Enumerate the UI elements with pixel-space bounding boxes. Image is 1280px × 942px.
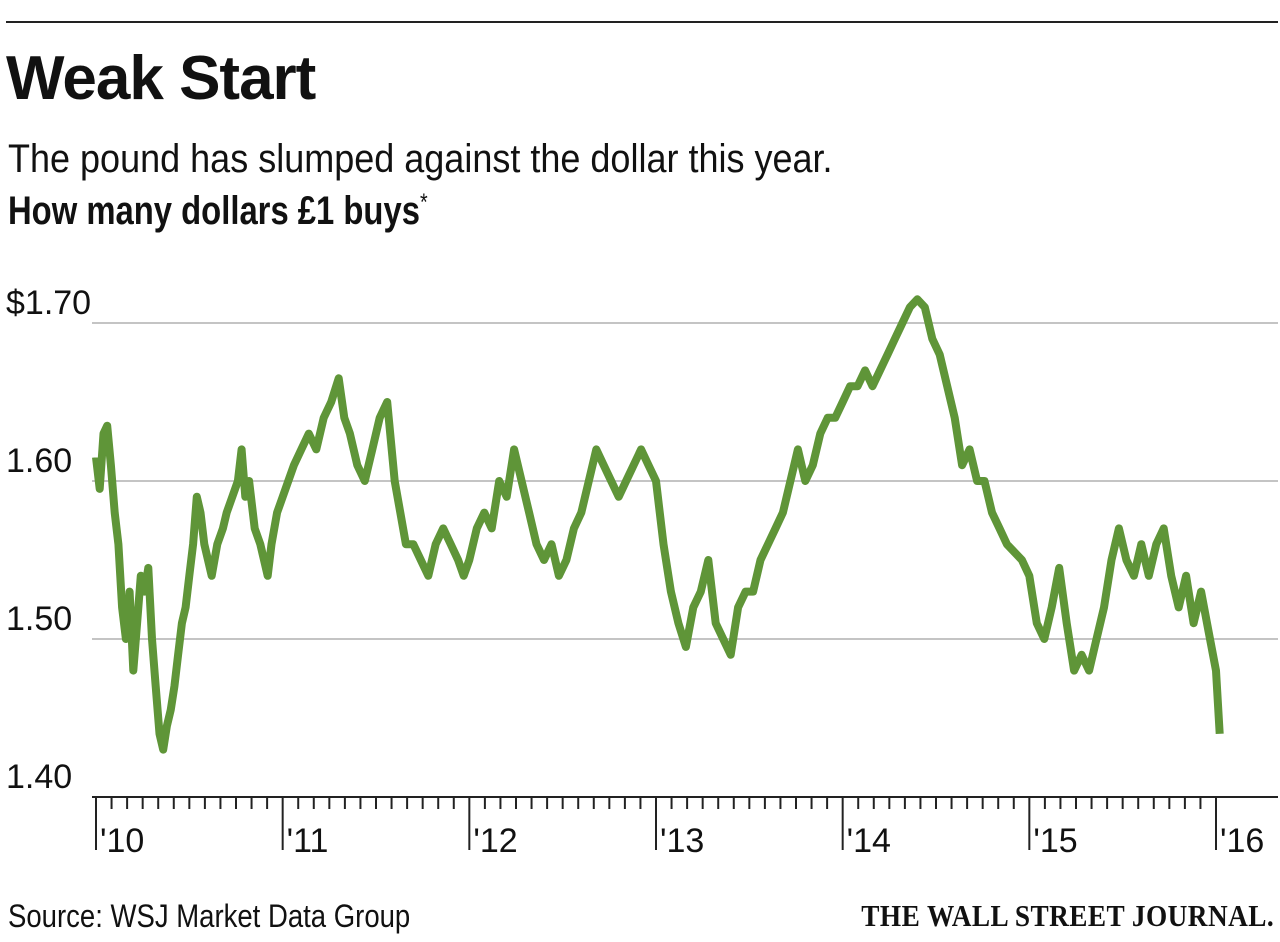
y-tick-label: 1.60 (6, 442, 72, 480)
publisher-logo: THE WALL STREET JOURNAL. (861, 898, 1274, 933)
x-tick-label: '10 (100, 822, 144, 860)
x-tick-label: '15 (1033, 822, 1077, 860)
footnote-mark: * (419, 189, 428, 216)
unit-label-text: How many dollars £1 buys (8, 189, 420, 233)
x-axis: '10 '11 '12 '13 '14 '15 '16 (95, 797, 1264, 860)
chart-title: Weak Start (6, 44, 316, 113)
y-tick-label: 1.50 (6, 600, 72, 638)
x-tick-label: '14 (847, 822, 891, 860)
top-rule (6, 21, 1278, 23)
series-line-gbp-usd (92, 295, 1224, 754)
x-tick-label: '12 (473, 822, 517, 860)
unit-label: How many dollars £1 buys* (8, 189, 428, 233)
x-tick-label: '11 (287, 822, 329, 860)
y-tick-label: 1.40 (6, 758, 72, 796)
y-tick-label: $1.70 (6, 284, 91, 322)
chart-subtitle: The pound has slumped against the dollar… (8, 137, 833, 181)
series-layer (92, 295, 1224, 754)
x-tick-label: '16 (1220, 822, 1264, 860)
y-axis-tick-labels: 1.40 1.50 1.60 $1.70 (6, 284, 91, 796)
source-note: Source: WSJ Market Data Group (8, 898, 411, 934)
x-tick-label: '13 (660, 822, 704, 860)
line-chart: 1.40 1.50 1.60 $1.70 '10 '11 '12 '13 '14 '15 '16 (6, 284, 1278, 860)
